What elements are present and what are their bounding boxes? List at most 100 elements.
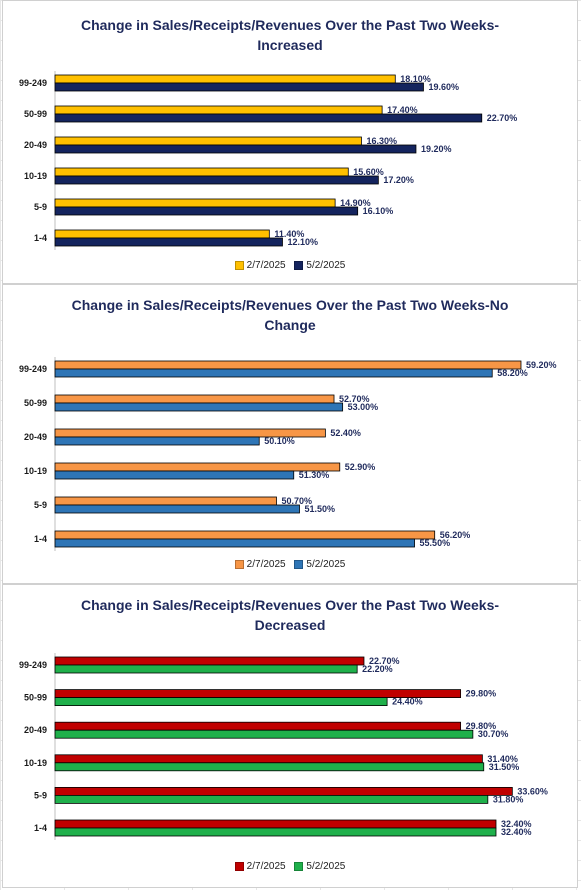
category-label: 99-249 xyxy=(19,660,47,670)
data-label-series-2: 53.00% xyxy=(348,402,379,412)
data-label-series-1: 29.80% xyxy=(466,689,497,699)
bar-series-2 xyxy=(54,729,474,739)
bar-series-1 xyxy=(54,167,349,177)
chart-title-line-2: Decreased xyxy=(254,617,326,633)
chart-title-line-1: Change in Sales/Receipts/Revenues Over t… xyxy=(80,17,500,33)
data-label-series-2: 12.10% xyxy=(287,237,318,247)
data-label-series-2: 31.80% xyxy=(493,794,524,804)
data-label-series-1: 59.20% xyxy=(526,360,557,370)
category-label: 99-249 xyxy=(19,364,47,374)
data-label-series-1: 11.40% xyxy=(274,229,304,239)
legend-label-series-2: 5/2/2025 xyxy=(306,861,346,872)
legend-swatch-series-2 xyxy=(294,559,304,569)
bar-series-2 xyxy=(54,504,300,514)
bar-series-1 xyxy=(54,360,522,370)
bar-series-1 xyxy=(54,754,483,764)
bar-series-2 xyxy=(54,237,283,247)
chart-panel-increased[interactable]: Change in Sales/Receipts/Revenues Over t… xyxy=(2,0,578,284)
bar-series-2 xyxy=(54,664,358,674)
bar-series-1 xyxy=(54,198,336,208)
chart-panel-no-change[interactable]: Change in Sales/Receipts/Revenues Over t… xyxy=(2,284,578,584)
bar-plot-no-change: 99-249 59.20%58.20% 50-99 52.70%53.00% 20-49… xyxy=(19,357,557,551)
data-label-series-2: 19.60% xyxy=(428,82,459,92)
chart-title: Change in Sales/Receipts/Revenues Over t… xyxy=(3,15,577,55)
legend-swatch-series-2 xyxy=(294,861,304,871)
data-label-series-1: 15.60% xyxy=(353,167,384,177)
category-label: 50-99 xyxy=(24,398,47,408)
bar-series-1 xyxy=(54,496,277,506)
bar-series-2 xyxy=(54,82,424,92)
category-label: 1-4 xyxy=(34,534,47,544)
data-label-series-2: 32.40% xyxy=(501,827,532,837)
data-label-series-2: 17.20% xyxy=(383,175,414,185)
legend-item-series-2: 5/2/2025 xyxy=(294,260,345,271)
data-label-series-2: 16.10% xyxy=(363,206,394,216)
bar-series-2 xyxy=(54,113,483,123)
data-label-series-1: 16.30% xyxy=(366,136,397,146)
category-label: 10-19 xyxy=(24,466,47,476)
legend-swatch-series-1 xyxy=(234,861,244,871)
data-label-series-1: 22.70% xyxy=(369,656,400,666)
chart-title-line-2: Increased xyxy=(257,37,323,53)
bar-series-1 xyxy=(54,656,365,666)
data-label-series-2: 24.40% xyxy=(392,697,423,707)
legend-item-series-1: 2/7/2025 xyxy=(234,260,286,271)
bar-series-1 xyxy=(54,530,436,540)
data-label-series-1: 52.40% xyxy=(330,428,361,438)
category-label: 1-4 xyxy=(34,823,47,833)
legend-swatch-series-2 xyxy=(294,260,304,270)
category-label: 10-19 xyxy=(24,758,47,768)
bar-series-2 xyxy=(54,538,415,548)
bar-series-2 xyxy=(54,794,489,804)
legend-swatch-series-1 xyxy=(234,559,244,569)
data-label-series-2: 22.20% xyxy=(362,664,393,674)
category-label: 20-49 xyxy=(24,140,47,150)
bar-series-2 xyxy=(54,402,344,412)
bar-series-1 xyxy=(54,136,362,146)
data-label-series-1: 17.40% xyxy=(387,105,418,115)
category-label: 1-4 xyxy=(34,233,47,243)
chart-title-line-1: Change in Sales/Receipts/Revenues Over t… xyxy=(80,597,500,613)
data-label-series-1: 52.90% xyxy=(345,462,376,472)
chart-legend: 2/7/2025 5/2/2025 xyxy=(3,260,577,271)
category-label: 5-9 xyxy=(34,500,47,510)
data-label-series-1: 32.40% xyxy=(501,819,532,829)
category-label: 20-49 xyxy=(24,432,47,442)
data-label-series-1: 18.10% xyxy=(400,74,431,84)
bar-series-2 xyxy=(54,144,417,154)
chart-legend: 2/7/2025 5/2/2025 xyxy=(3,861,577,872)
data-label-series-1: 33.60% xyxy=(517,786,548,796)
bar-series-1 xyxy=(54,74,396,84)
legend-item-series-1: 2/7/2025 xyxy=(234,559,286,570)
bar-series-2 xyxy=(54,368,493,378)
data-label-series-1: 52.70% xyxy=(339,394,370,404)
bar-series-2 xyxy=(54,470,295,480)
category-label: 10-19 xyxy=(24,171,47,181)
data-label-series-1: 50.70% xyxy=(281,496,312,506)
legend-swatch-series-1 xyxy=(234,260,244,270)
data-label-series-2: 50.10% xyxy=(264,436,295,446)
data-label-series-2: 55.50% xyxy=(420,538,451,548)
bar-series-2 xyxy=(54,762,485,772)
bar-series-1 xyxy=(54,394,335,404)
chart-panel-decreased[interactable]: Change in Sales/Receipts/Revenues Over t… xyxy=(2,584,578,888)
category-label: 99-249 xyxy=(19,78,47,88)
category-label: 20-49 xyxy=(24,725,47,735)
bar-series-2 xyxy=(54,436,260,446)
bar-series-2 xyxy=(54,206,359,216)
data-label-series-1: 31.40% xyxy=(487,754,518,764)
category-label: 5-9 xyxy=(34,790,47,800)
bar-series-1 xyxy=(54,721,462,731)
data-label-series-2: 51.30% xyxy=(299,470,330,480)
bar-series-1 xyxy=(54,819,497,829)
bar-series-1 xyxy=(54,105,383,115)
legend-label-series-1: 2/7/2025 xyxy=(246,559,286,570)
category-label: 50-99 xyxy=(24,109,47,119)
bar-series-2 xyxy=(54,697,388,706)
data-label-series-2: 19.20% xyxy=(421,144,452,154)
bar-series-1 xyxy=(54,786,513,796)
bar-series-1 xyxy=(54,229,270,239)
chart-title: Change in Sales/Receipts/Revenues Over t… xyxy=(3,595,577,635)
chart-title-line-1: Change in Sales/Receipts/Revenues Over t… xyxy=(71,297,509,313)
chart-title-line-2: Change xyxy=(264,317,316,333)
